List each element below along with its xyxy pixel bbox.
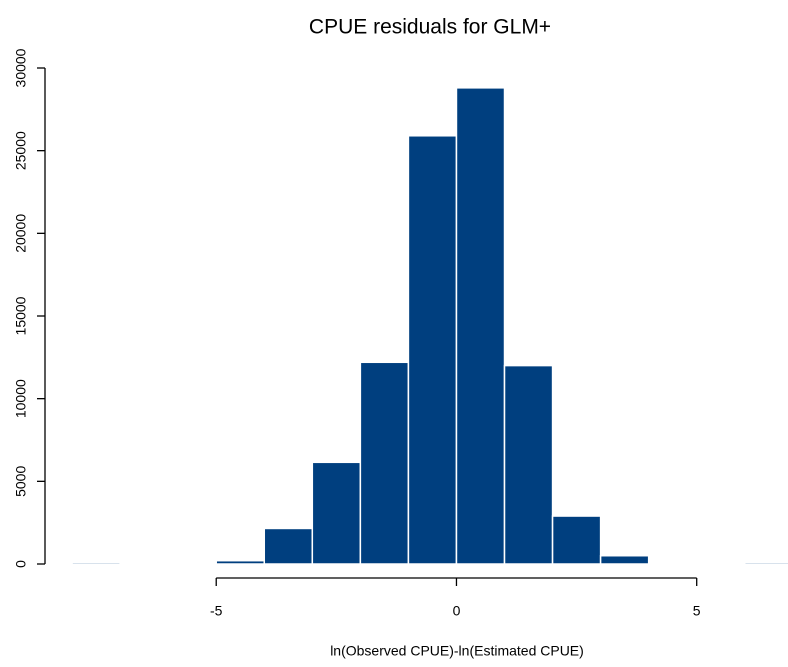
- y-tick-label: 30000: [13, 48, 29, 87]
- y-tick-label: 10000: [13, 379, 29, 418]
- chart-title: CPUE residuals for GLM+: [309, 16, 551, 39]
- x-tick-label: 0: [453, 603, 461, 619]
- bar: [311, 461, 362, 565]
- y-tick-label: 0: [13, 560, 29, 568]
- bar: [744, 561, 788, 565]
- y-tick-label: 5000: [13, 466, 29, 497]
- x-tick-label: 5: [693, 603, 701, 619]
- y-tick-label: 20000: [13, 214, 29, 253]
- bar: [599, 554, 650, 565]
- bar: [551, 515, 602, 565]
- bar: [71, 561, 121, 565]
- bar: [263, 527, 314, 565]
- bar: [359, 361, 410, 565]
- y-tick-label: 15000: [13, 296, 29, 335]
- bar: [215, 559, 266, 565]
- bar: [455, 87, 506, 565]
- x-axis-label: ln(Observed CPUE)-ln(Estimated CPUE): [330, 643, 584, 659]
- y-tick-label: 25000: [13, 131, 29, 170]
- x-tick-label: -5: [210, 603, 223, 619]
- bar: [407, 135, 458, 565]
- bar: [503, 364, 554, 565]
